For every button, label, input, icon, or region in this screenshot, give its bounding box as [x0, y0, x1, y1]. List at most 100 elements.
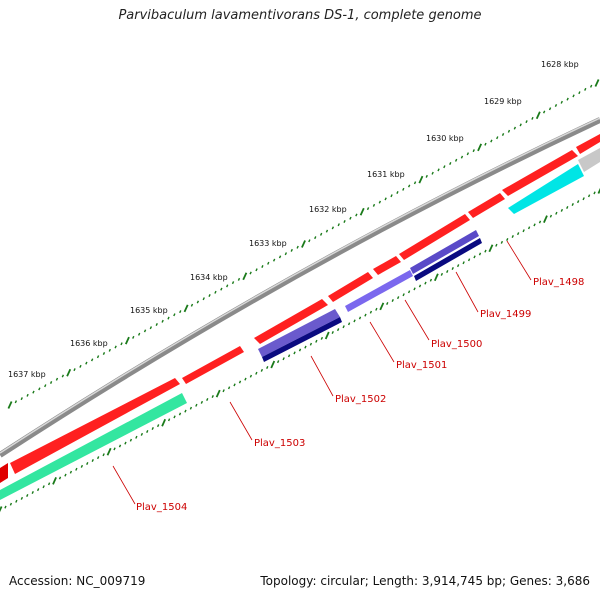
minor-tick: [261, 265, 264, 268]
minor-tick: [202, 297, 205, 301]
gene-cyan[interactable]: [508, 164, 584, 214]
kbp-label: 1637 kbp: [8, 370, 46, 379]
gene-label-plav-1498[interactable]: Plav_1498: [533, 277, 584, 288]
reverse-genes: [0, 148, 600, 500]
gene-forward-2[interactable]: [10, 378, 180, 474]
minor-tick: [102, 352, 106, 355]
minor-tick: [196, 300, 200, 304]
minor-tick: [402, 187, 405, 191]
major-tick: [106, 447, 112, 456]
minor-tick: [190, 303, 194, 307]
gene-navy-2[interactable]: [414, 238, 482, 281]
kbp-labels: 1628 kbp 1629 kbp 1630 kbp 1631 kbp 1632…: [8, 60, 579, 379]
minor-tick: [296, 245, 299, 249]
minor-tick: [108, 348, 111, 352]
minor-tick: [73, 368, 76, 372]
minor-tick: [582, 197, 585, 201]
minor-tick: [173, 313, 176, 317]
minor-tick: [79, 364, 82, 368]
minor-tick: [282, 357, 285, 361]
minor-tick: [456, 264, 460, 268]
minor-tick: [113, 447, 116, 451]
minor-tick: [120, 342, 123, 346]
minor-tick: [522, 229, 525, 233]
minor-tick: [460, 155, 464, 159]
minor-tick: [484, 142, 487, 146]
minor-tick: [449, 162, 452, 165]
minor-tick: [237, 277, 241, 281]
gene-navy-1[interactable]: [262, 317, 342, 362]
gene-forward-4[interactable]: [254, 299, 328, 344]
gene-forward-6[interactable]: [373, 256, 401, 275]
gene-violet-1[interactable]: [258, 309, 340, 357]
minor-tick: [500, 240, 504, 244]
gene-forward-9[interactable]: [502, 150, 578, 196]
gene-label-plav-1502[interactable]: Plav_1502: [335, 394, 386, 405]
major-tick: [215, 389, 221, 398]
gene-teal[interactable]: [0, 393, 187, 500]
minor-tick: [490, 139, 493, 143]
minor-tick: [293, 351, 296, 355]
minor-tick: [200, 400, 204, 404]
major-tick: [0, 506, 3, 513]
minor-tick: [319, 232, 323, 236]
kbp-tick-track: [7, 79, 600, 409]
minor-tick: [179, 310, 182, 314]
minor-tick: [206, 398, 209, 401]
minor-tick: [391, 299, 394, 302]
minor-tick: [549, 214, 553, 218]
minor-tick: [61, 374, 65, 378]
gene-forward-10[interactable]: [576, 134, 600, 154]
gene-label-plav-1503[interactable]: Plav_1503: [254, 438, 305, 449]
minor-tick: [178, 412, 182, 416]
minor-tick: [20, 496, 24, 500]
gene-label-plav-1500[interactable]: Plav_1500: [431, 339, 482, 350]
major-tick: [433, 273, 439, 282]
gene-label-plav-1504[interactable]: Plav_1504: [136, 502, 187, 513]
major-tick: [597, 187, 600, 194]
forward-genes: [0, 134, 600, 483]
gene-gray[interactable]: [578, 148, 600, 172]
minor-tick: [266, 366, 269, 369]
gene-labels: Plav_1498 Plav_1499 Plav_1500 Plav_1501 …: [136, 277, 584, 513]
minor-tick: [80, 464, 84, 468]
minor-tick: [309, 342, 313, 346]
kbp-label: 1632 kbp: [309, 205, 347, 214]
minor-tick: [425, 174, 428, 178]
minor-tick: [267, 261, 270, 265]
gene-forward-3[interactable]: [182, 346, 244, 384]
major-tick: [535, 111, 541, 120]
minor-tick: [353, 319, 356, 323]
gene-violet-2[interactable]: [345, 270, 413, 312]
minor-tick: [525, 120, 528, 124]
minor-tick: [366, 207, 370, 211]
gene-forward-7[interactable]: [399, 214, 470, 260]
minor-tick: [140, 432, 144, 436]
major-tick: [379, 302, 385, 311]
minor-tick: [249, 374, 253, 378]
minor-tick: [511, 235, 514, 238]
minor-tick: [343, 220, 346, 223]
minor-tick: [137, 332, 141, 336]
gene-violet-3[interactable]: [410, 230, 479, 274]
minor-tick: [516, 232, 520, 236]
minor-tick: [44, 384, 47, 388]
minor-tick: [555, 211, 558, 215]
minor-tick: [372, 203, 376, 207]
minor-tick: [96, 355, 100, 359]
minor-tick: [501, 133, 505, 136]
major-tick: [418, 175, 424, 184]
minor-tick: [102, 453, 105, 457]
minor-tick: [14, 400, 18, 404]
accession-text: Accession: NC_009719: [9, 574, 146, 588]
major-tick: [242, 272, 248, 281]
gene-forward-8[interactable]: [468, 193, 505, 218]
minor-tick: [151, 427, 154, 430]
gene-forward-5[interactable]: [328, 272, 373, 302]
minor-tick: [320, 336, 324, 340]
gene-label-plav-1501[interactable]: Plav_1501: [396, 360, 447, 371]
gene-forward-1[interactable]: [0, 463, 8, 483]
minor-tick: [149, 326, 153, 330]
minor-tick: [548, 107, 552, 111]
gene-label-plav-1499[interactable]: Plav_1499: [480, 309, 531, 320]
